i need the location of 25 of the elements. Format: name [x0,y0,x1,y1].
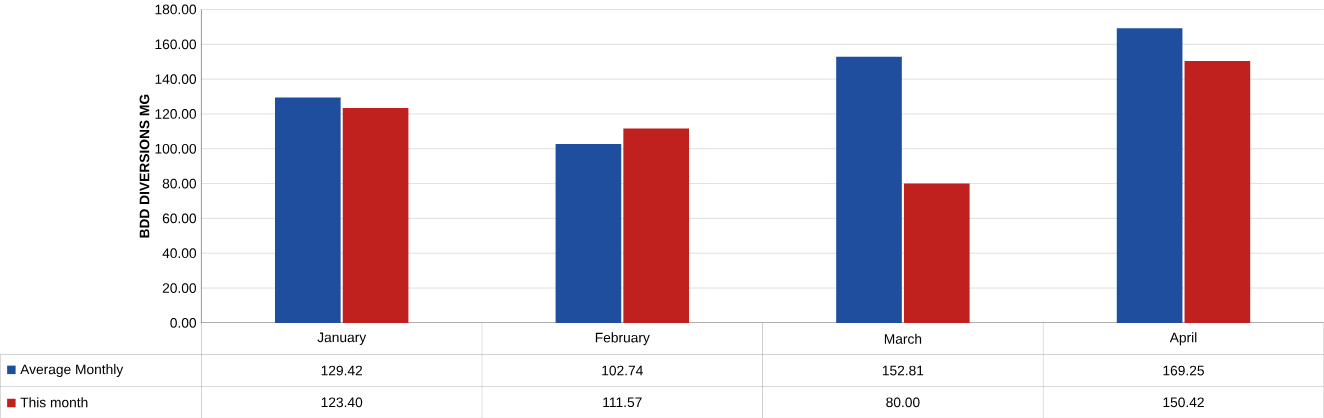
y-tick-label: 160.00 [155,39,197,49]
y-tick-label: 20.00 [162,282,197,293]
data-label: 129.42 [321,365,363,376]
data-label: 102.74 [602,365,643,376]
x-tick-label: April [1169,332,1197,345]
x-tick-label: January [317,332,367,345]
y-tick-label: 80.00 [162,178,197,189]
data-label: 169.25 [1163,365,1204,376]
y-tick-label: 40.00 [162,248,197,258]
data-label: 150.42 [1163,397,1204,407]
x-tick-label: March [884,333,922,344]
legend-label: This month [20,397,88,408]
x-tick-label: February [595,332,650,345]
y-tick-label: 180.00 [155,4,197,15]
y-tick-label: 0.00 [170,317,197,328]
data-label: 80.00 [886,397,920,407]
y-tick-label: 140.00 [155,74,197,84]
data-label: 111.57 [603,397,642,407]
y-tick-label: 100.00 [155,143,197,154]
data-label: 123.40 [321,397,363,407]
legend-label: Average Monthly [20,363,124,377]
data-label: 152.81 [882,365,924,376]
y-tick-label: 120.00 [155,108,197,119]
y-tick-label: 60.00 [162,213,197,224]
y-axis-title: BDD DIVERSIONS MG [139,94,150,238]
